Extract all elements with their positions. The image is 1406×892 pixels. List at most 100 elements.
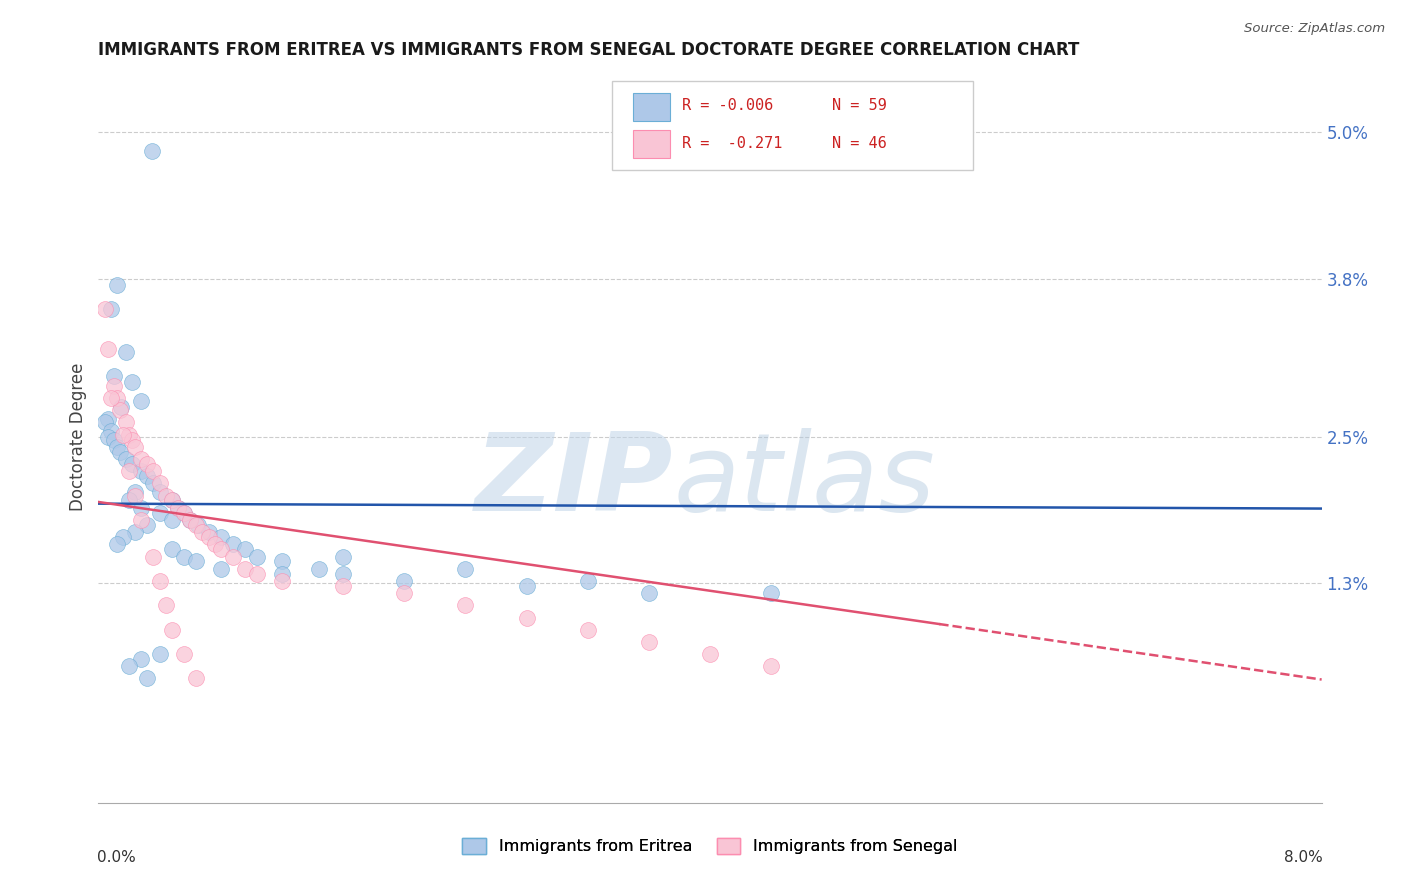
Point [142,549,165,564]
Point [142,476,165,491]
Point [186,517,208,532]
Point [191,525,214,540]
Point [103,433,125,447]
Point [136,457,159,471]
Point [105,440,128,454]
Point [93,416,115,430]
Point [136,672,159,686]
Point [454,599,477,613]
Text: atlas: atlas [673,428,935,533]
Y-axis label: Doctorate Degree: Doctorate Degree [69,363,87,511]
Point [100,391,122,405]
Point [155,489,177,503]
Point [149,476,172,491]
FancyBboxPatch shape [633,130,669,158]
Point [197,525,219,540]
Point [167,500,190,515]
Point [149,485,172,500]
Point [108,403,131,417]
Point [179,513,201,527]
Point [209,562,232,576]
Point [173,506,195,520]
Text: 8.0%: 8.0% [1284,850,1323,865]
Text: R = -0.006: R = -0.006 [682,97,773,112]
Point [105,537,128,551]
Point [160,493,183,508]
Point [699,647,721,661]
Point [141,144,163,158]
Point [149,506,172,520]
Legend: Immigrants from Eritrea, Immigrants from Senegal: Immigrants from Eritrea, Immigrants from… [456,831,965,861]
Text: IMMIGRANTS FROM ERITREA VS IMMIGRANTS FROM SENEGAL DOCTORATE DEGREE CORRELATION : IMMIGRANTS FROM ERITREA VS IMMIGRANTS FR… [98,41,1080,59]
Point [186,554,208,568]
Point [160,623,183,637]
Point [204,537,226,551]
Point [97,343,120,357]
Point [97,412,120,426]
Point [332,566,354,581]
Point [103,379,125,393]
Point [100,424,122,438]
Point [121,375,143,389]
Text: N = 59: N = 59 [832,97,887,112]
Point [118,659,141,673]
Point [270,554,294,568]
Point [110,400,132,414]
Point [129,393,152,408]
Point [97,430,120,444]
Point [209,530,232,544]
Point [197,530,219,544]
Text: R =  -0.271: R = -0.271 [682,136,782,151]
Point [167,500,190,515]
Point [576,623,599,637]
Point [100,301,122,317]
Point [155,599,177,613]
Point [392,586,416,600]
Point [124,440,146,454]
Point [637,586,661,600]
Point [103,369,125,384]
Point [118,427,141,442]
Point [270,566,294,581]
Point [392,574,416,588]
Point [173,549,195,564]
Point [124,485,146,500]
Point [515,579,537,593]
Point [270,574,294,588]
Point [160,493,183,508]
Point [761,586,783,600]
Text: 0.0%: 0.0% [97,850,136,865]
Point [129,452,152,467]
Point [142,464,165,478]
Point [246,549,269,564]
Point [222,549,245,564]
Point [332,549,354,564]
Point [121,433,143,447]
Point [187,517,209,532]
Text: ZIP: ZIP [475,428,673,534]
Point [124,525,146,540]
Point [637,635,661,649]
Point [121,457,143,471]
Point [761,659,783,673]
Point [115,416,138,430]
Point [105,391,128,405]
Point [233,542,256,557]
Point [129,500,152,515]
Point [179,513,201,527]
Point [129,652,152,666]
Point [111,530,134,544]
FancyBboxPatch shape [612,81,973,170]
Point [111,427,134,442]
Point [209,542,232,557]
Point [105,277,128,292]
Point [118,464,141,478]
Point [332,579,354,593]
Point [115,344,138,359]
Point [160,542,183,557]
Point [115,452,138,467]
Text: N = 46: N = 46 [832,136,887,151]
Point [129,464,152,478]
Point [454,562,477,576]
Point [136,517,159,532]
